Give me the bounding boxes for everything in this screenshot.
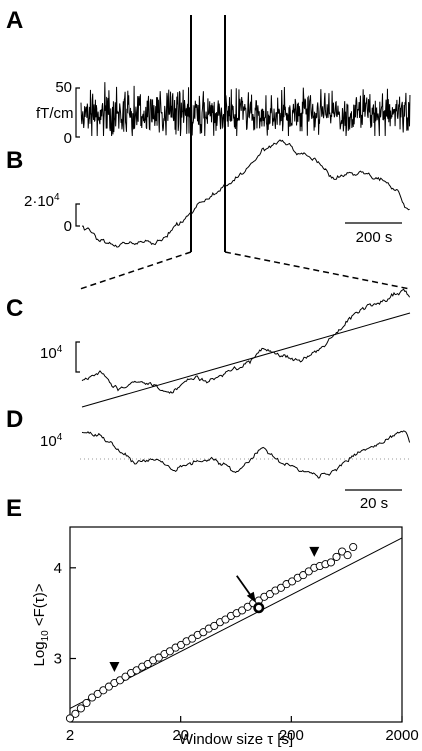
data-point xyxy=(221,615,230,624)
panel-a-scale-top: 50 xyxy=(55,79,72,96)
data-point xyxy=(299,571,308,580)
panel-d-scale: 104 xyxy=(40,432,63,450)
panel-d-trace xyxy=(81,430,411,479)
panel-b-time-label: 200 s xyxy=(356,229,393,246)
panel-label-a: A xyxy=(6,7,23,34)
data-point xyxy=(238,606,247,615)
data-point xyxy=(88,693,97,702)
data-point xyxy=(326,558,336,567)
data-point xyxy=(121,672,130,681)
data-point xyxy=(210,621,219,630)
data-point xyxy=(338,547,347,556)
triangle-marker xyxy=(109,662,120,672)
data-point xyxy=(165,647,174,656)
y-axis-label: Log10 <F(τ)> xyxy=(31,583,51,666)
panel-label-d: D xyxy=(6,406,23,433)
data-point xyxy=(343,551,352,560)
y-tick-label: 4 xyxy=(54,560,62,577)
x-tick-label: 2 xyxy=(66,727,74,744)
panel-label-b: B xyxy=(6,147,23,174)
panel-d: 104 20 s xyxy=(40,430,411,512)
data-point xyxy=(265,590,274,599)
data-point xyxy=(243,602,252,611)
panel-b-trace xyxy=(82,139,410,248)
triangle-marker xyxy=(309,546,320,557)
data-point xyxy=(332,552,341,561)
panel-c-trend-line xyxy=(81,312,411,408)
panel-b: 2·104 0 200 s xyxy=(24,139,410,248)
data-point xyxy=(199,628,208,637)
x-tick-label: 200 xyxy=(279,727,304,744)
data-point xyxy=(115,676,125,685)
panel-a-scale-bottom: 0 xyxy=(64,130,72,147)
panel-a-scale-bar xyxy=(75,87,80,138)
data-point xyxy=(188,634,197,643)
data-point xyxy=(71,709,80,718)
data-point xyxy=(276,583,286,592)
panel-label-e: E xyxy=(6,495,22,522)
data-point xyxy=(288,577,297,586)
data-point xyxy=(132,666,141,675)
data-point xyxy=(93,689,102,698)
zoom-line-right xyxy=(224,251,411,290)
panel-c: 104 xyxy=(40,288,411,408)
panel-b-scale-bottom: 0 xyxy=(64,218,72,235)
x-axis-label: Window size τ [s] xyxy=(179,731,293,748)
panel-d-time-label: 20 s xyxy=(360,495,388,512)
panel-e-plot-frame xyxy=(69,526,403,723)
x-tick-label: 2000 xyxy=(385,727,418,744)
data-point xyxy=(104,682,113,691)
data-point xyxy=(82,698,91,708)
data-point xyxy=(99,686,108,695)
data-point xyxy=(65,714,75,723)
data-point xyxy=(154,653,163,662)
panel-c-scale-bar xyxy=(75,341,80,373)
data-point xyxy=(304,567,313,576)
zoom-line-left xyxy=(79,251,192,290)
panel-e: 2 20 200 2000 3 4 Window size τ [s] Log10 <F(… xyxy=(31,526,419,748)
data-point xyxy=(143,659,152,669)
panel-a: 50 fT/cm 0 xyxy=(36,79,411,147)
panel-a-trace xyxy=(80,82,411,137)
highlighted-point xyxy=(253,602,265,614)
panel-c-trace xyxy=(81,288,411,394)
y-tick-label: 3 xyxy=(54,651,62,668)
panel-c-scale: 104 xyxy=(40,344,63,362)
panel-b-scale-top: 2·104 xyxy=(24,192,60,210)
data-point xyxy=(76,704,85,713)
panel-a-unit: fT/cm xyxy=(36,105,74,122)
panel-b-scale-bar xyxy=(75,203,80,227)
data-point xyxy=(349,542,358,552)
pointer-arrow-head xyxy=(246,591,256,603)
panel-label-c: C xyxy=(6,295,23,322)
x-tick-label: 20 xyxy=(172,727,189,744)
